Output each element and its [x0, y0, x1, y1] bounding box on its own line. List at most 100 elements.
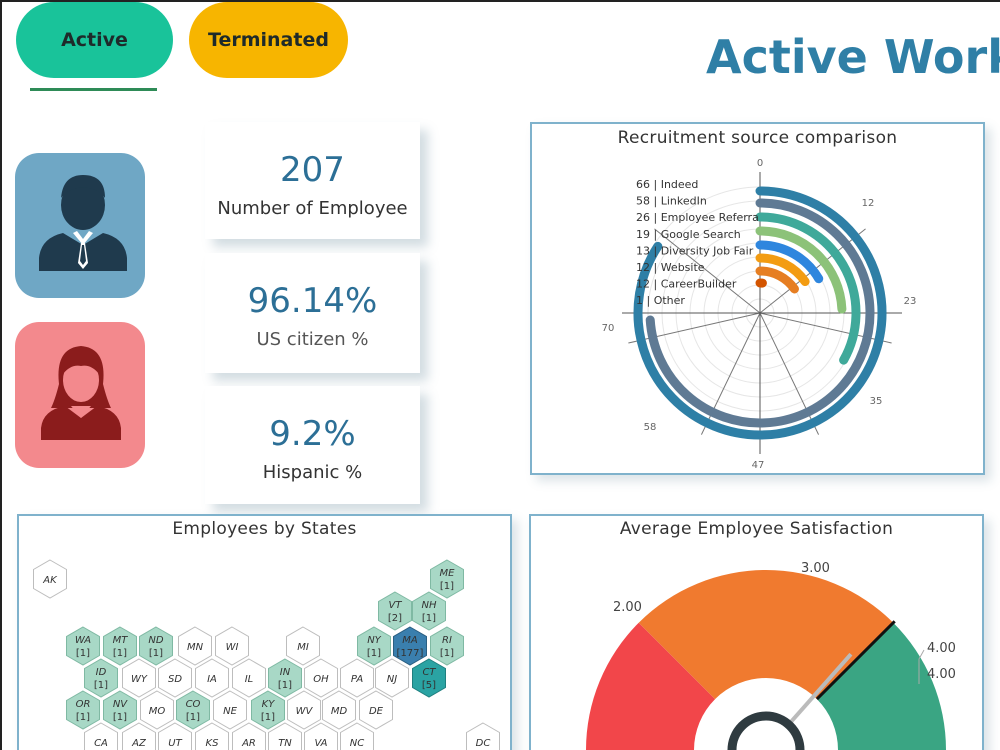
state-hex-ma[interactable]: [393, 626, 427, 666]
gauge-label-low: 2.00: [613, 600, 642, 615]
radial-bar[interactable]: [633, 186, 887, 440]
state-hex-wy[interactable]: [122, 658, 156, 698]
state-hex-mo[interactable]: [140, 690, 174, 730]
state-hex-ky[interactable]: [251, 690, 285, 730]
state-hex-ia[interactable]: [195, 658, 229, 698]
radial-bar[interactable]: [755, 266, 799, 294]
kpi-card-employees: 207 Number of Employee: [205, 122, 420, 239]
state-count-label: [1]: [440, 581, 454, 592]
state-code-label: NY: [367, 635, 381, 646]
state-hex-wi[interactable]: [215, 626, 249, 666]
radial-axis-labels: 0 12 23 35 47 58 70: [602, 158, 917, 471]
gauge-band: [586, 622, 716, 750]
active-filter-button[interactable]: Active: [16, 2, 173, 78]
state-hex-vt[interactable]: [378, 591, 412, 631]
axis-tick-label: 23: [904, 296, 917, 307]
state-hex-ri[interactable]: [430, 626, 464, 666]
state-hex-co[interactable]: [176, 690, 210, 730]
state-hex-ny[interactable]: [357, 626, 391, 666]
gauge-label-mid: 3.00: [801, 561, 830, 576]
state-count-label: [2]: [388, 613, 402, 624]
radial-bar[interactable]: [645, 198, 875, 428]
state-code-label: NH: [422, 600, 437, 611]
state-count-label: [1]: [76, 712, 90, 723]
state-hex-de[interactable]: [359, 690, 393, 730]
kpi-value: 207: [280, 150, 345, 190]
state-hex-il[interactable]: [232, 658, 266, 698]
legend-item: 26 | Employee Referra: [636, 211, 759, 224]
legend-item: 19 | Google Search: [636, 228, 741, 241]
state-code-label: AR: [241, 738, 256, 749]
state-code-label: CO: [186, 699, 201, 710]
state-code-label: AK: [42, 575, 58, 586]
state-hex-wa[interactable]: [66, 626, 100, 666]
state-hex-dc[interactable]: [466, 722, 500, 750]
state-count-label: [5]: [422, 680, 436, 691]
recruitment-chart-panel: Recruitment source comparison 0 12 23 35 47 5…: [530, 122, 985, 475]
state-code-label: PA: [351, 674, 364, 685]
state-code-label: KY: [262, 699, 276, 710]
gauge-label-value: 4.00: [927, 667, 956, 682]
state-hex-va[interactable]: [304, 722, 338, 750]
radial-bars: [633, 186, 887, 440]
state-hex-oh[interactable]: [304, 658, 338, 698]
radial-bar[interactable]: [755, 240, 824, 284]
satisfaction-gauge-title: Average Employee Satisfaction: [619, 519, 894, 539]
state-code-label: CA: [94, 738, 108, 749]
state-hex-md[interactable]: [322, 690, 356, 730]
state-code-label: MI: [297, 642, 309, 653]
gauge-needle: [784, 652, 853, 729]
legend-item: 13 | Diversity Job Fair: [636, 244, 754, 257]
state-code-label: MN: [187, 642, 204, 653]
state-hex-wv[interactable]: [287, 690, 321, 730]
active-selection-underline: [30, 88, 157, 91]
state-hex-tn[interactable]: [268, 722, 302, 750]
state-hex-ks[interactable]: [195, 722, 229, 750]
state-hex-ct[interactable]: [412, 658, 446, 698]
state-hex-nj[interactable]: [375, 658, 409, 698]
gauge-target-line: [815, 620, 896, 701]
state-count-label: [1]: [94, 680, 108, 691]
state-hex-pa[interactable]: [340, 658, 374, 698]
state-count-label: [1]: [367, 648, 381, 659]
male-filter-button[interactable]: [15, 153, 145, 298]
state-hex-nc[interactable]: [340, 722, 374, 750]
state-code-label: MD: [331, 706, 348, 717]
state-hex-ak[interactable]: [33, 559, 67, 599]
state-code-label: ID: [96, 667, 107, 678]
female-filter-button[interactable]: [15, 322, 145, 468]
state-hex-nd[interactable]: [139, 626, 173, 666]
state-hex-mi[interactable]: [286, 626, 320, 666]
state-hex-mt[interactable]: [103, 626, 137, 666]
state-hex-in[interactable]: [268, 658, 302, 698]
state-count-label: [1]: [186, 712, 200, 723]
state-hex-nh[interactable]: [412, 591, 446, 631]
state-hex-me[interactable]: [430, 559, 464, 599]
kpi-value: 96.14%: [247, 281, 378, 321]
state-hex-mn[interactable]: [178, 626, 212, 666]
state-code-label: KS: [206, 738, 220, 749]
state-hex-ne[interactable]: [213, 690, 247, 730]
states-map-panel: Employees by States AK ME [1] VT [2] NH [1] WA[…: [17, 514, 512, 750]
state-hex-az[interactable]: [122, 722, 156, 750]
state-hex-ca[interactable]: [84, 722, 118, 750]
state-hex-nv[interactable]: [103, 690, 137, 730]
gauge-band: [816, 622, 946, 750]
state-hex-ut[interactable]: [158, 722, 192, 750]
state-hex-sd[interactable]: [158, 658, 192, 698]
radial-bar[interactable]: [755, 253, 810, 287]
kpi-label: Number of Employee: [217, 198, 408, 219]
state-hex-ar[interactable]: [232, 722, 266, 750]
state-hex-id[interactable]: [84, 658, 118, 698]
state-count-label: [1]: [261, 712, 275, 723]
state-code-label: DE: [369, 706, 384, 717]
axis-tick-label: 0: [757, 158, 763, 169]
state-code-label: WY: [131, 674, 148, 685]
radial-bar[interactable]: [755, 226, 847, 314]
state-code-label: MA: [402, 635, 418, 646]
terminated-filter-button[interactable]: Terminated: [189, 2, 348, 78]
radial-bar[interactable]: [755, 212, 861, 365]
gauge-band: [638, 570, 894, 700]
state-count-label: [1]: [76, 648, 90, 659]
state-hex-or[interactable]: [66, 690, 100, 730]
